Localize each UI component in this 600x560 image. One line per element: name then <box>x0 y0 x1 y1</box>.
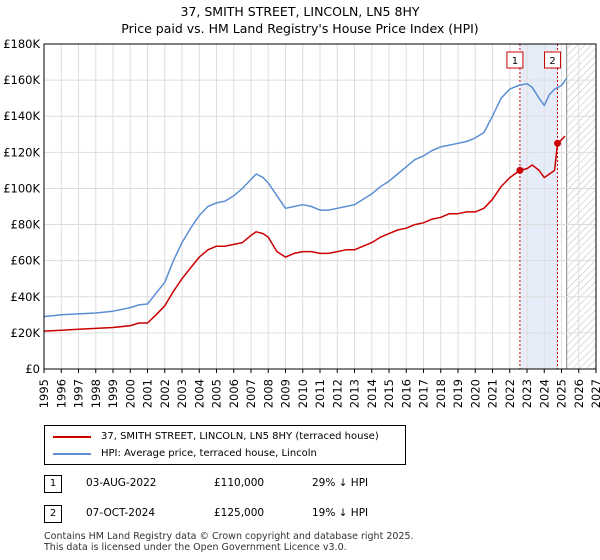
legend-swatch-property <box>53 436 91 438</box>
sale-label-text: 1 <box>512 56 518 67</box>
x-tick-label: 1998 <box>89 379 103 408</box>
x-tick-label: 2005 <box>210 379 224 408</box>
x-tick-label: 2008 <box>261 379 275 408</box>
sale-price: £125,000 <box>214 507 265 519</box>
sale-point <box>554 139 562 147</box>
plot-frame <box>43 43 597 370</box>
x-tick-label: 2025 <box>555 379 569 408</box>
y-tick-label: £160K <box>3 73 40 87</box>
y-tick-label: £20K <box>11 326 41 340</box>
sale-hpi-diff: 29% ↓ HPI <box>312 477 369 489</box>
x-tick-label: 1999 <box>106 379 120 408</box>
legend-label-hpi: HPI: Average price, terraced house, Linc… <box>101 448 317 459</box>
x-tick-label: 2027 <box>589 379 600 408</box>
y-tick-label: £80K <box>11 218 41 232</box>
x-tick-label: 2019 <box>451 379 465 408</box>
price-chart: £0 £20K £40K £60K £80K £100K £120K £140K £160K £1… <box>3 37 600 408</box>
y-tick-label: £180K <box>3 37 40 51</box>
sale-row-2: 2 07-OCT-2024 £125,000 19% ↓ HPI <box>44 505 404 525</box>
legend-item-property: 37, SMITH STREET, LINCOLN, LN5 8HY (terr… <box>45 429 403 445</box>
x-tick-label: 2000 <box>123 379 137 408</box>
x-tick-label: 2018 <box>434 379 448 408</box>
footer-line-2: This data is licensed under the Open Gov… <box>44 542 347 553</box>
x-tick-label: 2013 <box>348 379 362 408</box>
sale-hpi-diff: 19% ↓ HPI <box>312 507 369 519</box>
chart-title-line1: 37, SMITH STREET, LINCOLN, LN5 8HY <box>180 4 420 19</box>
forecast-hatch-region <box>566 44 596 369</box>
footer-attribution: Contains HM Land Registry data © Crown c… <box>44 531 414 553</box>
x-tick-label: 2004 <box>192 379 206 408</box>
property-price-line <box>43 135 566 332</box>
sale-number-badge: 1 <box>44 475 62 493</box>
x-tick-label: 1995 <box>37 379 51 408</box>
x-tick-label: 2014 <box>365 379 379 408</box>
x-tick-label: 2006 <box>227 379 241 408</box>
sale-number-badge: 2 <box>44 505 62 523</box>
x-tick-label: 2023 <box>520 379 534 408</box>
x-tick-label: 2012 <box>330 379 344 408</box>
x-tick-label: 2002 <box>158 379 172 408</box>
sale-price: £110,000 <box>214 477 265 489</box>
legend-label-property: 37, SMITH STREET, LINCOLN, LN5 8HY (terr… <box>101 431 379 442</box>
y-tick-label: £120K <box>3 145 40 159</box>
x-tick-label: 2007 <box>244 379 258 408</box>
x-tick-label: 2022 <box>503 379 517 408</box>
x-tick-label: 2003 <box>175 379 189 408</box>
sale-label-box <box>506 51 524 69</box>
sale-row-1: 1 03-AUG-2022 £110,000 29% ↓ HPI <box>44 475 404 495</box>
x-tick-label: 2011 <box>313 379 327 408</box>
hpi-line <box>43 77 568 318</box>
sale-label-text: 2 <box>549 56 555 67</box>
x-tick-label: 2016 <box>399 379 413 408</box>
chart-legend: 37, SMITH STREET, LINCOLN, LN5 8HY (terr… <box>44 425 406 465</box>
x-tick-label: 2026 <box>572 379 586 408</box>
x-tick-label: 2024 <box>537 379 551 408</box>
y-tick-label: £40K <box>11 290 41 304</box>
y-tick-label: £60K <box>11 254 41 268</box>
x-tick-label: 1996 <box>54 379 68 408</box>
chart-title-line2: Price paid vs. HM Land Registry's House … <box>121 21 479 36</box>
y-tick-label: £0 <box>25 362 40 376</box>
x-tick-label: 2021 <box>486 379 500 408</box>
x-tick-label: 2001 <box>141 379 155 408</box>
x-tick-label: 2017 <box>417 379 431 408</box>
x-tick-label: 1997 <box>72 379 86 408</box>
x-tick-label: 2010 <box>296 379 310 408</box>
x-tick-label: 2015 <box>382 379 396 408</box>
y-tick-label: £140K <box>3 109 40 123</box>
footer-line-1: Contains HM Land Registry data © Crown c… <box>44 531 414 542</box>
x-tick-label: 2020 <box>468 379 482 408</box>
legend-swatch-hpi <box>53 453 91 455</box>
sale-label-box <box>544 51 562 69</box>
x-tick-label: 2009 <box>279 379 293 408</box>
sale-point <box>516 166 524 174</box>
sale-date: 03-AUG-2022 <box>86 477 157 489</box>
y-tick-label: £100K <box>3 181 40 195</box>
sale-date: 07-OCT-2024 <box>86 507 155 519</box>
legend-item-hpi: HPI: Average price, terraced house, Linc… <box>45 446 403 462</box>
